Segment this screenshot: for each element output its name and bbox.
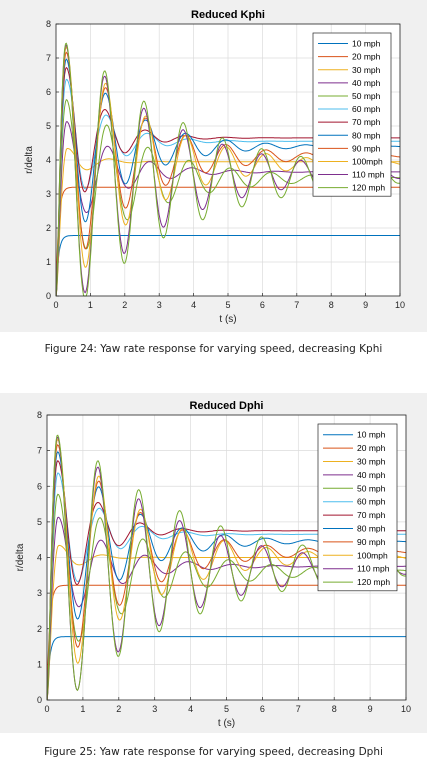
x-tick-label: 2 [122, 300, 127, 310]
legend-entry: 50 mph [352, 91, 381, 101]
x-axis-label: t (s) [219, 314, 236, 325]
y-tick-label: 3 [37, 588, 42, 598]
legend-entry: 120 mph [352, 183, 385, 193]
legend-box [317, 423, 398, 592]
legend-entry: 60 mph [352, 104, 381, 114]
series-line-10-mph [46, 636, 406, 701]
legend: 10 mph 20 mph 30 mph 40 mph 50 mph 60 mph 70 m… [312, 32, 392, 197]
legend-entry: 70 mph [357, 510, 386, 520]
y-tick-label: 0 [46, 291, 51, 301]
y-tick-label: 6 [37, 481, 42, 491]
y-tick-label: 0 [37, 695, 42, 705]
y-axis-label: r/delta [15, 543, 26, 571]
x-tick-label: 10 [395, 300, 405, 310]
series-lines [55, 42, 401, 297]
x-tick-label: 8 [332, 704, 337, 714]
caption-figure-25: Figure 25: Yaw rate response for varying… [44, 746, 383, 758]
y-tick-label: 7 [46, 53, 51, 63]
x-tick-label: 7 [296, 704, 301, 714]
axes-box [55, 23, 401, 297]
caption-figure-24: Figure 24: Yaw rate response for varying… [44, 343, 383, 355]
y-tick-label: 7 [37, 446, 42, 456]
legend-entry: 100mph [357, 550, 388, 560]
y-tick-label: 8 [46, 19, 51, 29]
x-tick-label: 5 [225, 300, 230, 310]
x-tick-label: 6 [260, 300, 265, 310]
legend-entry: 80 mph [357, 524, 386, 534]
y-tick-label: 4 [46, 155, 51, 165]
legend-entry: 40 mph [357, 470, 386, 480]
x-tick-label: 5 [224, 704, 229, 714]
legend-entry: 70 mph [352, 117, 381, 127]
x-tick-label: 0 [53, 300, 58, 310]
x-tick-label: 1 [80, 704, 85, 714]
y-tick-label: 4 [37, 553, 42, 563]
x-tick-label: 3 [157, 300, 162, 310]
y-tick-label: 1 [46, 257, 51, 267]
legend-entry: 20 mph [352, 52, 381, 62]
y-tick-label: 6 [46, 87, 51, 97]
legend-entry: 100mph [352, 156, 383, 166]
x-tick-label: 7 [294, 300, 299, 310]
x-tick-label: 2 [116, 704, 121, 714]
y-tick-label: 5 [37, 517, 42, 527]
x-tick-label: 3 [152, 704, 157, 714]
chart-reduced-dphi: 0 1 2 3 4 5 6 7 8 9 10 0 1 2 3 4 5 6 7 8 Reduced Dphi t (s) r/… [0, 393, 427, 733]
legend-entry: 90 mph [352, 143, 381, 153]
legend-entry: 10 mph [357, 430, 386, 440]
axes-box [46, 414, 407, 701]
legend-entry: 120 mph [357, 577, 390, 587]
legend-entry: 60 mph [357, 497, 386, 507]
y-tick-label: 1 [37, 659, 42, 669]
legend-entry: 30 mph [352, 65, 381, 75]
y-tick-label: 2 [46, 223, 51, 233]
x-tick-label: 6 [260, 704, 265, 714]
legend-entry: 40 mph [352, 78, 381, 88]
x-tick-label: 0 [44, 704, 49, 714]
y-tick-label: 2 [37, 624, 42, 634]
chart-title: Reduced Dphi [190, 400, 264, 412]
chart-reduced-kphi: 0 1 2 3 4 5 6 7 8 9 10 0 1 2 3 4 5 6 7 8 Reduced Kphi t (s) r/… [0, 0, 427, 332]
series-line-10-mph [55, 235, 400, 297]
legend-entry: 10 mph [352, 39, 381, 49]
x-tick-label: 10 [401, 704, 411, 714]
x-tick-label: 9 [368, 704, 373, 714]
figure-reduced-kphi: 0 1 2 3 4 5 6 7 8 9 10 0 1 2 3 4 5 6 7 8 Reduced Kphi t (s) r/… [0, 0, 427, 332]
legend-entry: 110 mph [352, 170, 385, 180]
legend-entry: 110 mph [357, 564, 390, 574]
y-axis-label: r/delta [24, 146, 35, 174]
legend-entry: 90 mph [357, 537, 386, 547]
chart-title: Reduced Kphi [191, 9, 265, 21]
legend-entry: 50 mph [357, 483, 386, 493]
x-tick-label: 1 [88, 300, 93, 310]
x-tick-label: 8 [329, 300, 334, 310]
x-tick-label: 4 [188, 704, 193, 714]
figure-reduced-dphi: 0 1 2 3 4 5 6 7 8 9 10 0 1 2 3 4 5 6 7 8 Reduced Dphi t (s) r/… [0, 393, 427, 733]
x-tick-label: 4 [191, 300, 196, 310]
y-tick-label: 3 [46, 189, 51, 199]
legend-box [312, 32, 392, 197]
x-axis-label: t (s) [218, 718, 235, 729]
y-tick-label: 8 [37, 410, 42, 420]
legend-entry: 20 mph [357, 443, 386, 453]
legend-entry: 80 mph [352, 130, 381, 140]
y-tick-label: 5 [46, 121, 51, 131]
legend: 10 mph 20 mph 30 mph 40 mph 50 mph 60 mph 70 m… [317, 423, 398, 592]
legend-entry: 30 mph [357, 457, 386, 467]
x-tick-label: 9 [363, 300, 368, 310]
